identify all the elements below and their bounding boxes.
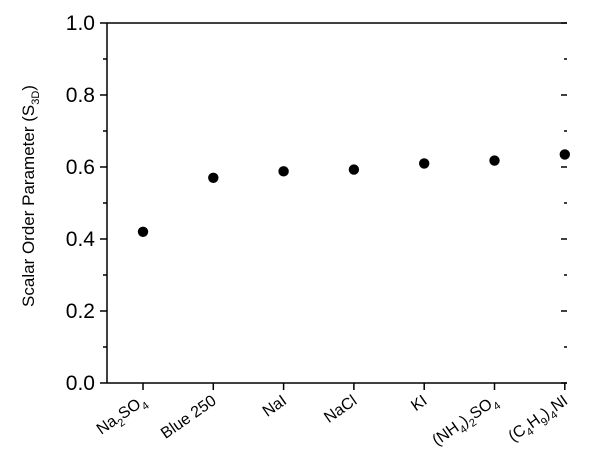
y-tick-label: 0.8 <box>66 84 95 107</box>
data-point-nai <box>278 166 289 177</box>
x-tick-label: NaI <box>260 392 290 420</box>
x-tick-label: KI <box>408 392 430 415</box>
data-point-blue-250 <box>208 172 219 183</box>
data-points <box>137 149 570 237</box>
y-tick-label: 0.6 <box>66 156 95 179</box>
x-tick-label: Na2SO4 <box>94 392 152 441</box>
y-axis-label-subscript: 3D <box>30 91 42 105</box>
x-tick-label: NaCl <box>321 392 360 426</box>
y-axis-label-main: Scalar Order Parameter (S <box>19 105 38 307</box>
y-tick-label: 1.0 <box>66 12 95 35</box>
data-point-ki <box>419 158 430 169</box>
x-tick-label: Blue 250 <box>158 392 220 442</box>
y-tick-label: 0.4 <box>66 228 96 251</box>
y-axis-ticks: 0.0 0.2 0.4 0.6 0.8 1.0 <box>66 12 567 395</box>
y-tick-label: 0.2 <box>66 300 95 323</box>
x-tick-label: (C4H9)4NI <box>506 392 574 448</box>
y-axis-label: Scalar Order Parameter (S3D) <box>19 85 42 307</box>
x-axis-ticks: Na2SO4 Blue 250 NaI NaCl KI(NH4)2SO4(C4H9)4N… <box>94 383 574 452</box>
x-tick-label: (NH4)2SO4 <box>429 392 503 452</box>
y-axis-label-close: ) <box>19 85 38 91</box>
data-point--c4h9-4ni <box>559 149 570 160</box>
data-point--nh4-2so4 <box>489 155 500 166</box>
y-tick-label: 0.0 <box>66 372 95 395</box>
axes <box>106 22 567 384</box>
data-point-nacl <box>348 164 360 175</box>
data-point-na2so4 <box>137 226 149 237</box>
